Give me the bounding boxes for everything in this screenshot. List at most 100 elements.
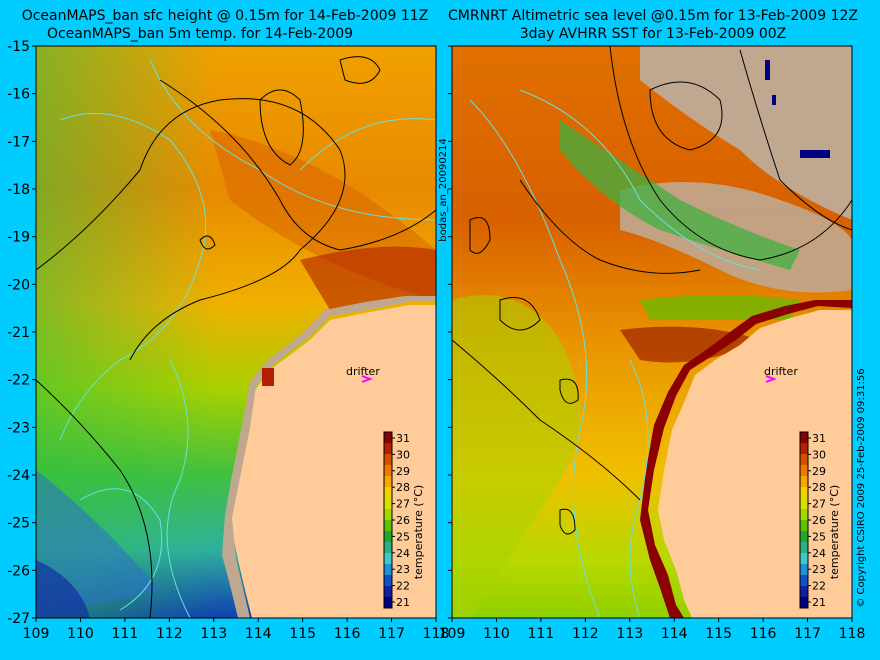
left-colorbar-swatch — [384, 498, 392, 510]
right-title-line2: 3day AVHRR SST for 13-Feb-2009 00Z — [520, 26, 786, 42]
left-colorbar-swatch — [384, 520, 392, 532]
left-x-tick-label: 109 — [23, 626, 50, 642]
right-x-tick-label: 118 — [839, 626, 866, 642]
y-tick-label: -23 — [7, 420, 30, 436]
right-colorbar-swatch — [800, 531, 808, 543]
y-tick-label: -25 — [7, 516, 30, 532]
right-colorbar-tick-label: 26 — [812, 514, 826, 527]
left-colorbar-swatch — [384, 465, 392, 477]
right-black-contours — [452, 46, 852, 535]
left-drifter-label: drifter — [346, 365, 380, 378]
left-x-tick-label: 110 — [67, 626, 94, 642]
left-map — [36, 46, 436, 618]
left-colorbar-tick-label: 24 — [396, 547, 410, 560]
right-colorbar-swatch — [800, 575, 808, 587]
y-tick-label: -27 — [7, 611, 30, 627]
left-drifter-marker — [361, 375, 373, 383]
y-tick-label: -18 — [7, 182, 30, 198]
right-colorbar-tick-label: 23 — [812, 563, 826, 576]
y-tick-label: -21 — [7, 325, 30, 341]
right-colorbar-swatch — [800, 443, 808, 455]
right-x-tick-label: 116 — [750, 626, 777, 642]
left-colorbar-swatch — [384, 531, 392, 543]
right-colorbar-swatch — [800, 520, 808, 532]
right-x-tick-label: 109 — [439, 626, 466, 642]
left-black-contours — [36, 56, 436, 618]
left-x-tick-label: 117 — [378, 626, 405, 642]
left-x-tick-label: 116 — [334, 626, 361, 642]
right-colorbar-tick-label: 22 — [812, 580, 826, 593]
left-colorbar-swatch — [384, 542, 392, 554]
right-x-tick-label: 112 — [572, 626, 599, 642]
right-axis-ticks: 109 110 111 112 113 114 115 116 117 118 — [439, 45, 866, 642]
left-colorbar-swatch — [384, 509, 392, 521]
right-cloud-speckles — [765, 60, 830, 158]
right-colorbar-tick-label: 21 — [812, 596, 826, 609]
right-colorbar-swatch — [800, 542, 808, 554]
left-colorbar-swatch — [384, 476, 392, 488]
right-colorbar-swatch — [800, 597, 808, 609]
left-colorbar-swatch — [384, 487, 392, 499]
left-x-tick-label: 118 — [423, 626, 450, 642]
right-drifter-marker — [765, 375, 777, 383]
left-colorbar-swatch — [384, 432, 392, 444]
left-colorbar-swatch — [384, 553, 392, 565]
right-cloud-mask-top — [640, 46, 852, 220]
left-colorbar-tick-label: 23 — [396, 563, 410, 576]
right-colorbar-tick-label: 25 — [812, 530, 826, 543]
right-x-tick-label: 114 — [661, 626, 688, 642]
left-title-line2: OceanMAPS_ban 5m temp. for 14-Feb-2009 — [47, 26, 353, 42]
left-colorbar-label: temperature (°C) — [412, 485, 425, 579]
left-x-tick-label: 112 — [156, 626, 183, 642]
right-map — [452, 46, 852, 618]
left-colorbar-tick-label: 22 — [396, 580, 410, 593]
left-colorbar-swatch — [384, 575, 392, 587]
y-tick-label: -20 — [7, 277, 30, 293]
right-colorbar-tick-label: 30 — [812, 448, 826, 461]
left-colorbar-swatch — [384, 454, 392, 466]
right-title-line1: CMRNRT Altimetric sea level @0.15m for 1… — [448, 8, 858, 24]
right-colorbar-swatch — [800, 564, 808, 576]
left-colorbar-tick-label: 26 — [396, 514, 410, 527]
y-tick-label: -16 — [7, 87, 30, 103]
left-colorbar-tick-label: 27 — [396, 498, 410, 511]
right-colorbar-swatch — [800, 465, 808, 477]
y-tick-label: -15 — [7, 39, 30, 55]
right-colorbar-swatch — [800, 432, 808, 444]
y-tick-label: -22 — [7, 373, 30, 389]
right-drifter-label: drifter — [764, 365, 798, 378]
right-colorbar: 31 30 29 28 27 26 25 24 23 22 21 — [799, 431, 826, 609]
right-colorbar-swatch — [800, 509, 808, 521]
left-colorbar-tick-label: 21 — [396, 596, 410, 609]
left-colorbar-tick-label: 25 — [396, 530, 410, 543]
copyright-label: © Copyright CSIRO 2009 25-Feb-2009 09:31… — [856, 368, 867, 607]
y-tick-label: -17 — [7, 134, 30, 150]
left-colorbar-tick-label: 28 — [396, 481, 410, 494]
left-colorbar-tick-label: 29 — [396, 465, 410, 478]
left-x-tick-label: 111 — [112, 626, 139, 642]
left-axis-ticks: 109 110 111 112 113 114 115 116 117 118 -15 -16 -17 -… — [7, 39, 449, 642]
right-x-tick-label: 110 — [483, 626, 510, 642]
right-x-tick-label: 111 — [528, 626, 555, 642]
left-colorbar-swatch — [384, 564, 392, 576]
y-tick-label: -26 — [7, 563, 30, 579]
right-x-tick-label: 115 — [705, 626, 732, 642]
right-colorbar-swatch — [800, 454, 808, 466]
right-colorbar-swatch — [800, 586, 808, 598]
right-colorbar-tick-label: 24 — [812, 547, 826, 560]
left-colorbar-swatch — [384, 597, 392, 609]
right-warm-coastal-band — [640, 300, 852, 618]
left-colorbar-tick-label: 31 — [396, 432, 410, 445]
right-colorbar-tick-label: 28 — [812, 481, 826, 494]
left-x-tick-label: 115 — [289, 626, 316, 642]
left-x-tick-label: 113 — [200, 626, 227, 642]
run-id-label: bodas_an_20090214 — [438, 138, 449, 242]
right-colorbar-tick-label: 31 — [812, 432, 826, 445]
right-colorbar-swatch — [800, 476, 808, 488]
left-title-line1: OceanMAPS_ban sfc height @ 0.15m for 14-… — [22, 8, 429, 24]
left-colorbar: 31 30 29 28 27 26 25 24 23 22 21 — [383, 431, 410, 609]
right-colorbar-swatch — [800, 487, 808, 499]
left-colorbar-tick-label: 30 — [396, 448, 410, 461]
left-x-tick-label: 114 — [245, 626, 272, 642]
